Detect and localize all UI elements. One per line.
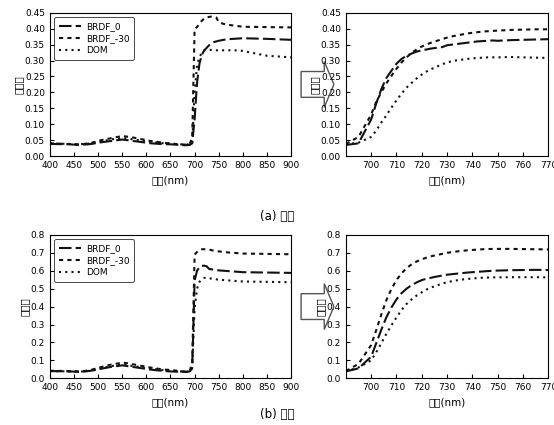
FancyArrow shape: [301, 283, 334, 329]
Text: (a) 大豆: (a) 大豆: [260, 210, 294, 224]
Legend: BRDF_0, BRDF_-30, DOM: BRDF_0, BRDF_-30, DOM: [54, 239, 134, 282]
X-axis label: 波长(nm): 波长(nm): [428, 176, 466, 185]
Y-axis label: 反射率: 反射率: [13, 75, 23, 94]
Legend: BRDF_0, BRDF_-30, DOM: BRDF_0, BRDF_-30, DOM: [54, 17, 134, 60]
Y-axis label: 反射率: 反射率: [315, 297, 325, 316]
Y-axis label: 反射率: 反射率: [19, 297, 29, 316]
X-axis label: 波长(nm): 波长(nm): [428, 398, 466, 408]
Y-axis label: 反射率: 反射率: [310, 75, 320, 94]
X-axis label: 波长(nm): 波长(nm): [152, 176, 189, 185]
Text: (b) 玉米: (b) 玉米: [260, 408, 294, 421]
X-axis label: 波长(nm): 波长(nm): [152, 398, 189, 408]
FancyArrow shape: [301, 62, 334, 108]
